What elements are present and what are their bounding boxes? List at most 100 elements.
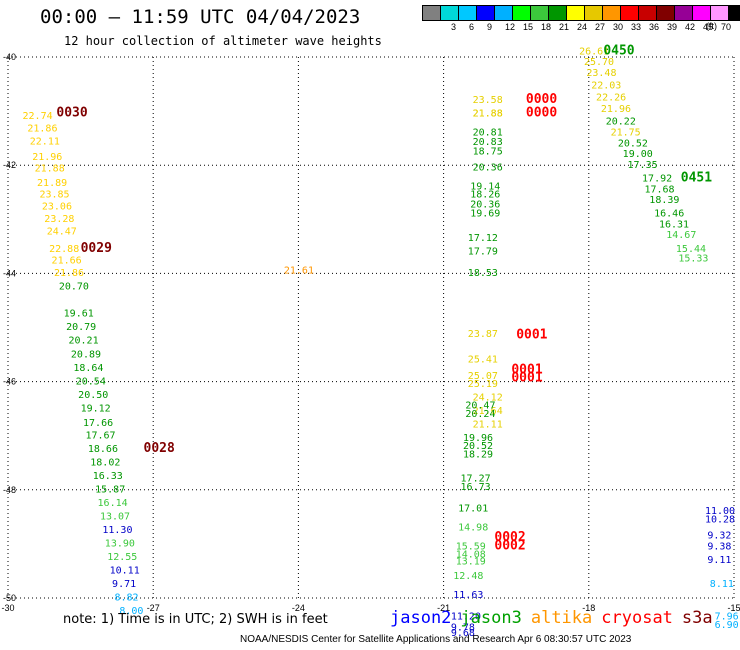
swh-data-label: 21.88: [473, 109, 503, 120]
swh-data-label: 21.88: [473, 109, 503, 120]
color-scale-bar: 3 6 9 12 15 18 21 24 27 30 33 36 39 42 45 70 (ft): [422, 5, 740, 32]
legend-entry-jason2: jason2: [390, 608, 452, 628]
swh-data-label: 22.03: [591, 80, 621, 91]
swh-data-label: 21.75: [611, 127, 641, 138]
swh-data-label: 15.59: [456, 541, 486, 552]
swh-data-label: 21.11: [473, 420, 503, 431]
y-tick-label: -50: [3, 593, 16, 603]
swh-data-label: 17.12: [468, 233, 498, 244]
color-scale-label: 12: [505, 22, 516, 32]
swh-data-label: 20.24: [465, 409, 495, 420]
color-scale-label: 33: [631, 22, 642, 32]
pass-time-label: 0001: [511, 371, 542, 386]
swh-data-label: 20.89: [71, 349, 101, 360]
swh-data-label: 17.92: [642, 173, 672, 184]
swh-data-label: 20.54: [76, 376, 106, 387]
color-scale-label: 45: [703, 22, 714, 32]
swh-data-label: 10.28: [705, 514, 735, 525]
swh-data-label: 25.41: [468, 355, 498, 366]
swh-data-label: 18.66: [88, 444, 118, 455]
swh-data-label: 9.71: [112, 579, 136, 590]
swh-data-label: 11.63: [453, 590, 483, 601]
swh-data-label: 17.79: [468, 246, 498, 257]
color-scale-label: 9: [487, 22, 493, 32]
swh-data-label: 11.00: [705, 506, 735, 517]
swh-data-label: 21.66: [52, 256, 82, 267]
swh-data-label: 8.11: [710, 579, 734, 590]
pass-time-label: 0030: [56, 106, 87, 121]
swh-data-label: 18.39: [649, 195, 679, 206]
swh-data-label: 16.73: [461, 482, 491, 493]
x-tick-label: -27: [147, 603, 160, 613]
pass-time-label: 0028: [144, 441, 175, 456]
swh-data-label: 18.64: [73, 363, 103, 374]
legend-entry-s3a: s3a: [681, 608, 713, 628]
swh-data-label: 13.07: [100, 512, 130, 523]
color-scale-cell: 27: [584, 5, 605, 32]
x-tick-label: -15: [727, 603, 740, 613]
swh-data-label: 21.86: [54, 268, 84, 279]
swh-data-label: 9.11: [707, 555, 731, 566]
swh-data-label: 20.50: [78, 390, 108, 401]
swh-data-label: 23.85: [39, 190, 69, 201]
swh-data-label: 15.33: [678, 253, 708, 264]
pass-time-label: 0029: [81, 241, 112, 256]
swh-data-label: 22.74: [23, 111, 53, 122]
legend-entry-altika: altika: [530, 608, 593, 628]
color-scale-label: 36: [649, 22, 660, 32]
swh-data-label: 12.48: [453, 571, 483, 582]
swh-data-label: 15.87: [95, 485, 125, 496]
swh-data-label: 15.44: [676, 244, 706, 255]
x-tick-label: -21: [437, 603, 450, 613]
swh-data-label: 26.61: [579, 46, 609, 57]
legend-entry-cryosat: cryosat: [601, 608, 673, 628]
swh-data-label: 23.58: [473, 95, 503, 106]
swh-data-label: 12.55: [107, 552, 137, 563]
swh-data-label: 11.20: [451, 612, 481, 623]
y-tick-label: -44: [3, 268, 16, 278]
x-tick-label: -30: [1, 603, 14, 613]
swh-data-label: 18.02: [90, 457, 120, 468]
swh-data-label: 17.67: [85, 430, 115, 441]
y-tick-label: -46: [3, 377, 16, 387]
swh-data-label: 22.26: [596, 92, 626, 103]
swh-data-label: 16.31: [659, 219, 689, 230]
swh-data-label: 20.21: [69, 336, 99, 347]
color-scale-label: 15: [523, 22, 534, 32]
swh-data-label: 21.61: [284, 265, 314, 276]
swh-data-label: 21.96: [601, 104, 631, 115]
x-tick-label: -24: [292, 603, 305, 613]
pass-time-label: 0451: [681, 170, 712, 185]
swh-data-label: 14.98: [458, 522, 488, 533]
swh-data-label: 20.52: [618, 138, 648, 149]
color-scale-label: 39: [667, 22, 678, 32]
color-scale-cell: 33: [620, 5, 641, 32]
swh-data-label: 16.14: [98, 498, 128, 509]
swh-data-label: 21.86: [27, 124, 57, 135]
pass-time-label: 0000: [526, 92, 557, 107]
swh-data-label: 13.19: [456, 556, 486, 567]
swh-data-label: 25.07: [468, 371, 498, 382]
swh-data-label: 9.32: [707, 530, 731, 541]
chart-subtitle: 12 hour collection of altimeter wave hei…: [64, 34, 382, 48]
color-scale-cell: 6: [458, 5, 477, 32]
swh-data-label: 20.79: [66, 322, 96, 333]
color-scale-label: 30: [613, 22, 624, 32]
color-scale-label: 3: [451, 22, 457, 32]
pass-time-label: 0450: [603, 43, 634, 58]
swh-data-label: 10.11: [110, 566, 140, 577]
swh-data-label: 17.27: [461, 474, 491, 485]
swh-data-label: 19.61: [64, 309, 94, 320]
swh-data-label: 20.52: [463, 441, 493, 452]
color-scale-label: 21: [559, 22, 570, 32]
swh-data-label: 21.64: [473, 406, 503, 417]
swh-data-label: 21.96: [32, 152, 62, 163]
swh-data-label: 20.47: [465, 401, 495, 412]
swh-data-label: 19.96: [463, 433, 493, 444]
swh-data-label: 11.30: [102, 525, 132, 536]
swh-data-label: 17.01: [458, 503, 488, 514]
swh-data-label: 23.48: [586, 68, 616, 79]
swh-data-label: 20.83: [473, 137, 503, 148]
